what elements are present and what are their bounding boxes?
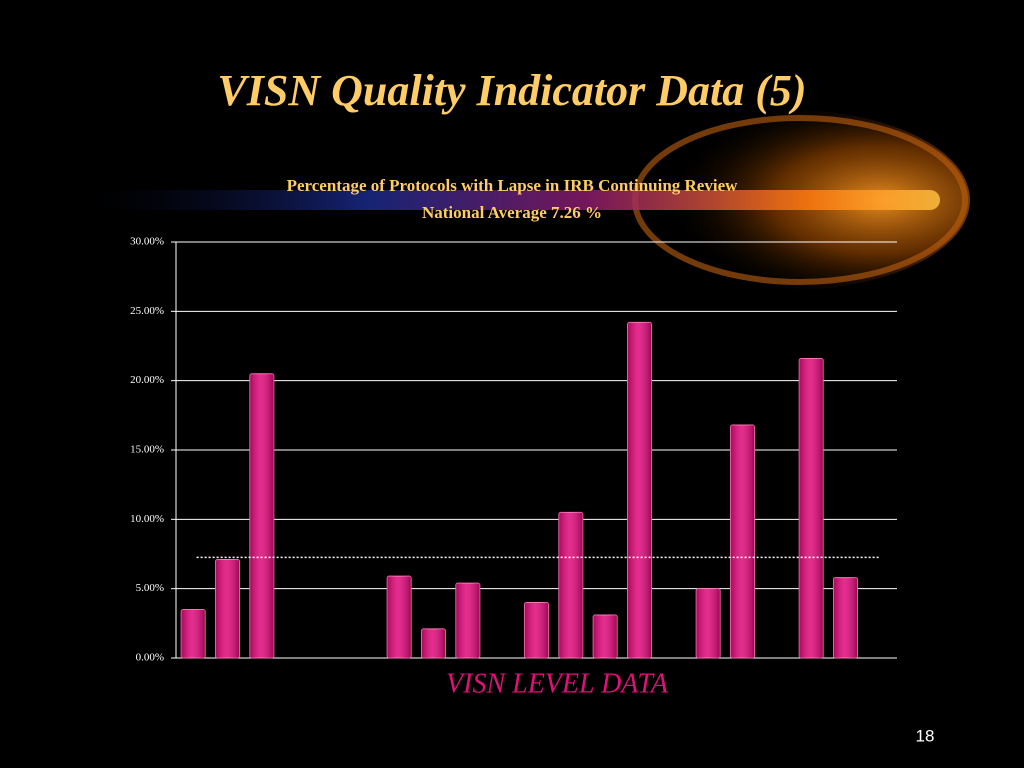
bar-shade	[524, 602, 549, 658]
bar-shade	[730, 425, 755, 658]
plot: 0.00% 5.00% 10.00% 15.00% 20.00% 25.00% 30.00%	[130, 236, 897, 664]
slide-title: VISN Quality Indicator Data (5)	[217, 66, 806, 115]
bar-shade	[387, 576, 412, 658]
chart-title: Percentage of Protocols with Lapse in IR…	[287, 176, 739, 195]
chart-subtitle: National Average 7.26 %	[422, 203, 602, 222]
decoration	[60, 110, 970, 290]
y-tick-label: 15.00%	[130, 444, 164, 456]
bar-shade	[421, 628, 446, 658]
y-tick-label: 10.00%	[130, 513, 164, 525]
y-tick-label: 0.00%	[136, 652, 164, 664]
bar-shade	[455, 583, 480, 658]
bar-shade	[627, 322, 652, 658]
x-axis-label: VISN LEVEL DATA	[446, 668, 669, 699]
bar-shade	[593, 615, 618, 658]
bar-shade	[799, 358, 824, 658]
y-tick-label: 20.00%	[130, 374, 164, 386]
bar-shade	[249, 373, 274, 658]
y-tick-label: 5.00%	[136, 582, 164, 594]
bar-shade	[215, 559, 240, 658]
bar-shade	[833, 577, 858, 658]
y-tick-label: 25.00%	[130, 305, 164, 317]
y-tick-label: 30.00%	[130, 236, 164, 248]
bar-shade	[696, 588, 721, 658]
bar-shade	[558, 512, 583, 658]
bar-shade	[181, 609, 206, 658]
page-number: 18	[916, 726, 935, 745]
